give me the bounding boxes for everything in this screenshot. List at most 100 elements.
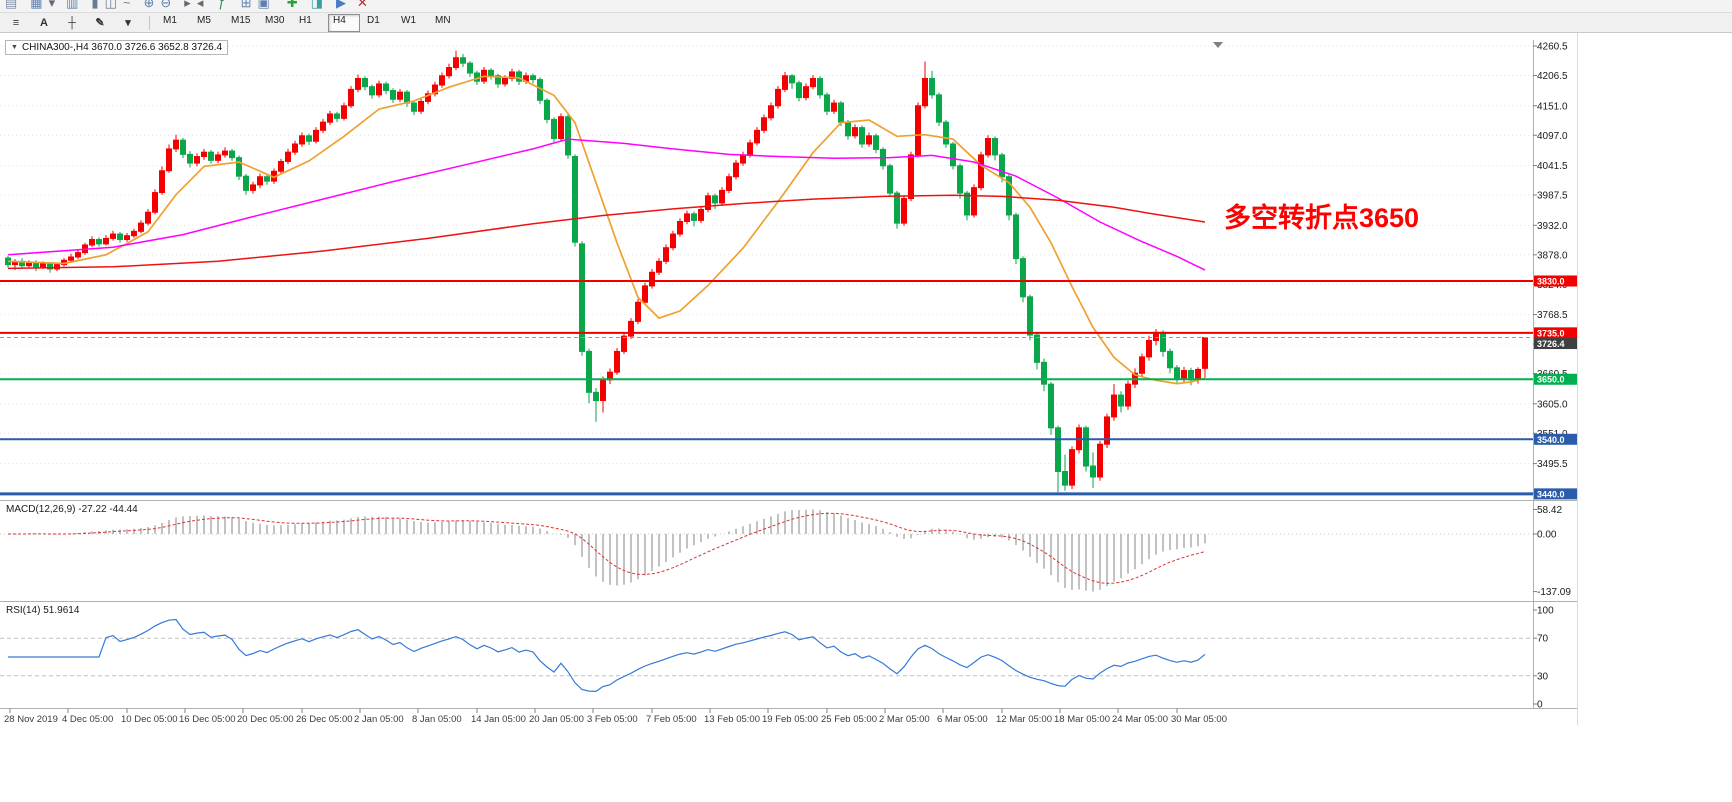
svg-text:3878.0: 3878.0 [1537,250,1568,261]
price-label-3830.0 [1534,275,1578,287]
toolbar-icon-chart-dropdown[interactable]: ▾ [48,0,56,10]
svg-text:3605.0: 3605.0 [1537,399,1568,410]
svg-text:3726.4: 3726.4 [1537,339,1565,349]
toolbar-icon-autotrading[interactable]: ▶ [335,0,346,10]
toolbar-icon-indicators[interactable]: ƒ [218,0,226,10]
tf-button-m15[interactable]: M15 [231,14,251,26]
svg-text:3540.0: 3540.0 [1537,435,1565,445]
svg-text:10 Dec 05:00: 10 Dec 05:00 [121,714,178,725]
svg-text:25 Feb 05:00: 25 Feb 05:00 [821,714,877,725]
chart-annotation-text: 多空转折点3650 [1224,203,1420,233]
price-labels: 3830.0 3735.0 3650.0 3540.0 3440.0 3726.4 [1534,275,1578,500]
time-axis[interactable]: 28 Nov 2019 4 Dec 05:00 10 Dec 05:00 16 Dec… [4,708,1227,726]
chart-area[interactable]: 4260.5 4206.5 4151.0 4097.0 4041.5 3987.5 3932… [0,33,1732,802]
svg-text:3987.5: 3987.5 [1537,191,1568,202]
macd-signal-line [8,512,1206,584]
tf-button-m5[interactable]: M5 [197,14,211,26]
svg-text:4 Dec 05:00: 4 Dec 05:00 [62,714,113,725]
rsi-line [8,618,1206,693]
svg-text:0: 0 [1537,700,1543,711]
svg-text:7 Feb 05:00: 7 Feb 05:00 [646,714,697,725]
tf-button-mn[interactable]: MN [435,14,451,26]
price-gridlines [0,45,1533,494]
svg-text:3440.0: 3440.0 [1537,489,1565,499]
toolbar-icon-zoom-in[interactable]: ⊕ [143,0,155,10]
toolbar-icon-auto-scroll[interactable]: ▸ [184,0,191,10]
draw-tool-button[interactable]: ✎ [95,17,105,29]
svg-text:3932.0: 3932.0 [1537,221,1568,232]
svg-text:24 Mar 05:00: 24 Mar 05:00 [1112,714,1168,725]
svg-text:13 Feb 05:00: 13 Feb 05:00 [704,714,760,725]
tf-button-w1[interactable]: W1 [401,14,416,26]
ma-slow-line [7,194,1206,270]
bid-price-label [1534,338,1578,350]
svg-text:14 Jan 05:00: 14 Jan 05:00 [471,714,526,725]
svg-text:0.00: 0.00 [1537,530,1557,541]
timeframe-bar: M1 M5 M15 M30 H1 H4 D1 W1 MN [157,13,463,32]
rsi-indicator-label: RSI(14) 51.9614 [6,605,80,616]
menu-icon[interactable]: ≡ [12,16,20,29]
svg-text:30 Mar 05:00: 30 Mar 05:00 [1171,714,1227,725]
toolbar-icon-tile-windows[interactable]: ⊞ [240,0,252,10]
chart-shift-marker[interactable] [1213,42,1223,48]
svg-text:3768.5: 3768.5 [1537,310,1568,321]
svg-text:70: 70 [1537,634,1549,645]
chart-canvas[interactable]: 4260.5 4206.5 4151.0 4097.0 4041.5 3987.5 3932… [0,33,1732,725]
tf-button-m30[interactable]: M30 [265,14,285,26]
pane-separators [0,33,1578,725]
svg-text:20 Dec 05:00: 20 Dec 05:00 [237,714,294,725]
price-label-3650.0 [1534,373,1578,385]
svg-text:26 Dec 05:00: 26 Dec 05:00 [296,714,353,725]
text-tool-button[interactable]: A [40,16,48,29]
candlestick-series [5,50,1208,493]
svg-text:12 Mar 05:00: 12 Mar 05:00 [996,714,1052,725]
tf-button-h1[interactable]: H1 [299,14,312,26]
ma-mid-line [7,138,1206,271]
timeframe-toolbar: ≡ A ┼ ✎ ▾ M1 M5 M15 M30 H1 H4 D1 W1 MN [0,13,1732,33]
toolbar-icon-candle-chart[interactable]: ◫ [104,0,117,10]
toolbar-icon-chart-shift[interactable]: ◂ [196,0,204,10]
svg-text:100: 100 [1537,606,1554,617]
tf-button-m1[interactable]: M1 [163,14,177,26]
macd-indicator-label: MACD(12,26,9) -27.22 -44.44 [6,504,138,515]
macd-panel: 58.42 0.00 -137.09 [0,505,1571,598]
tf-button-h4[interactable]: H4 [328,13,360,32]
toolbar-icon-new-order[interactable]: ✚ [286,0,298,10]
chart-ohlc-text: CHINA300-,H4 3670.0 3726.6 3652.8 3726.4 [21,42,223,53]
toolbar-separator [149,15,150,30]
svg-text:4206.5: 4206.5 [1537,71,1568,82]
draw-tool-dropdown[interactable]: ▾ [125,17,131,29]
price-label-3440.0 [1534,488,1578,500]
chart-ohlc-header[interactable]: ▼ CHINA300-,H4 3670.0 3726.6 3652.8 3726… [5,40,229,55]
svg-text:4097.0: 4097.0 [1537,131,1568,142]
toolbar-icon-cascade-windows[interactable]: ▣ [257,0,270,10]
price-label-3540.0 [1534,433,1578,445]
svg-text:-137.09: -137.09 [1537,587,1571,598]
toolbar-icon-profiles[interactable]: ▥ [66,0,79,10]
svg-text:4260.5: 4260.5 [1537,42,1568,53]
svg-text:3830.0: 3830.0 [1537,276,1565,286]
toolbar-icon-menu[interactable]: ▤ [5,0,18,10]
crosshair-tool-button[interactable]: ┼ [68,16,76,29]
svg-text:4041.5: 4041.5 [1537,161,1568,172]
rsi-panel: 100 70 30 0 [0,606,1554,711]
svg-text:16 Dec 05:00: 16 Dec 05:00 [179,714,236,725]
toolbar-icon-zoom-out[interactable]: ⊖ [160,0,172,10]
chevron-down-icon: ▼ [11,44,18,51]
toolbar-icon-terminal[interactable]: ◨ [310,0,323,10]
svg-text:2 Mar 05:00: 2 Mar 05:00 [879,714,930,725]
toolbar-icon-close[interactable]: ✕ [356,0,368,10]
toolbar-icon-line-chart[interactable]: ~ [122,0,131,10]
ma-fast-line [7,75,1206,385]
svg-text:28 Nov 2019: 28 Nov 2019 [4,714,58,725]
tf-button-d1[interactable]: D1 [367,14,380,26]
svg-text:3650.0: 3650.0 [1537,375,1565,385]
svg-text:3735.0: 3735.0 [1537,328,1565,338]
toolbar-icon-new-chart[interactable]: ▦ [30,0,43,10]
svg-text:4151.0: 4151.0 [1537,101,1568,112]
svg-text:19 Feb 05:00: 19 Feb 05:00 [762,714,818,725]
svg-text:3 Feb 05:00: 3 Feb 05:00 [587,714,638,725]
svg-text:2 Jan 05:00: 2 Jan 05:00 [354,714,404,725]
toolbar-icon-bar-chart[interactable]: ▮ [91,0,99,10]
svg-text:6 Mar 05:00: 6 Mar 05:00 [937,714,988,725]
